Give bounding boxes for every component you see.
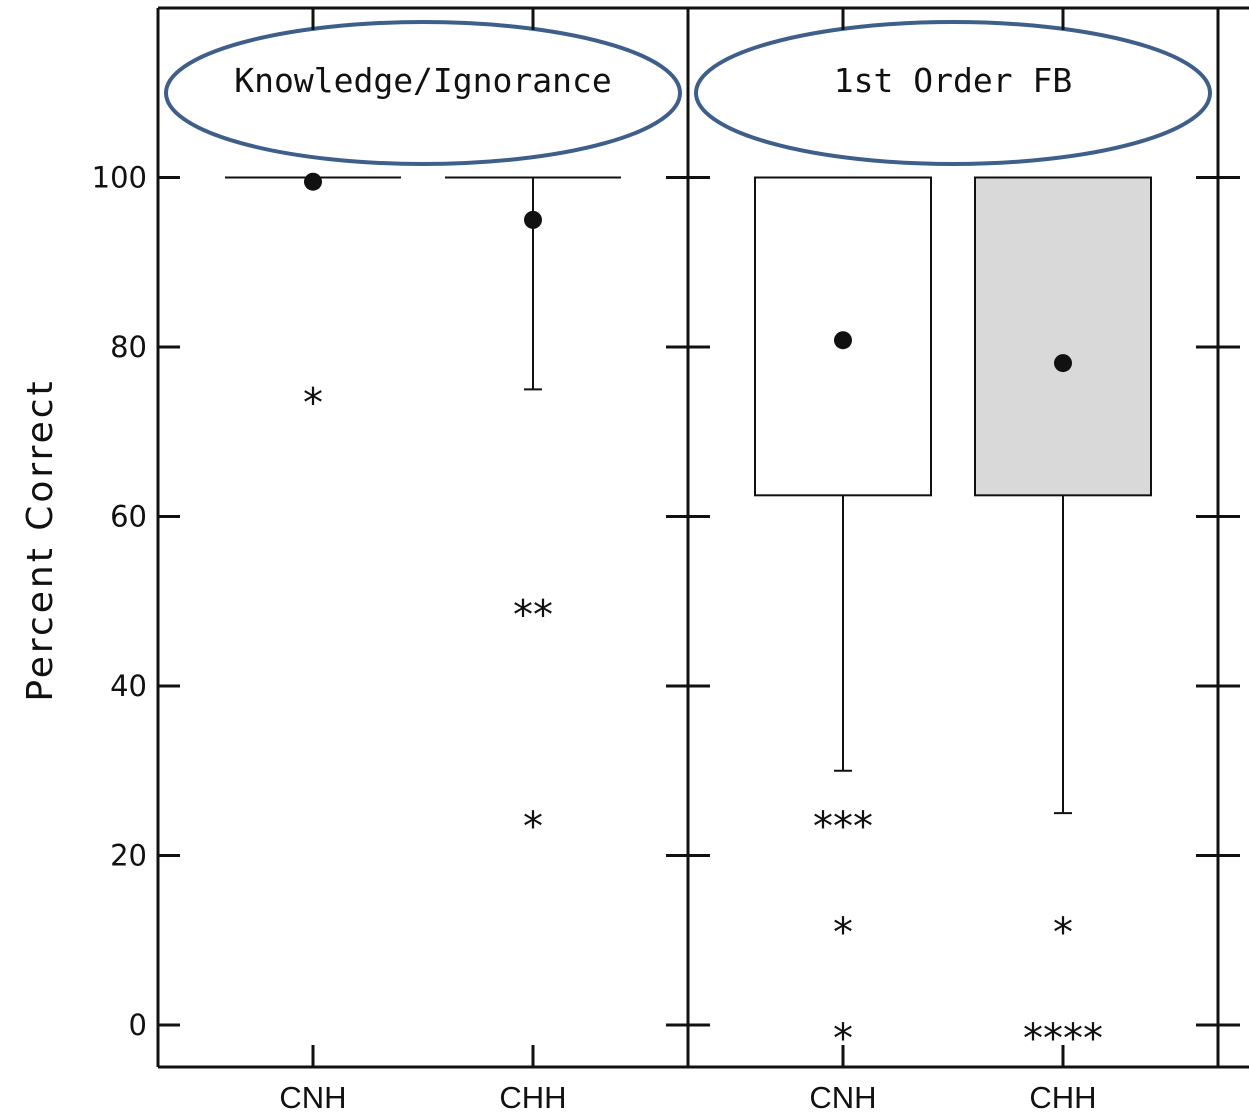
y-tick-label: 60 xyxy=(110,500,147,534)
panel-title-ellipse xyxy=(694,20,1212,166)
plot-area: 020406080100Knowledge/IgnoranceCNH*CHH**… xyxy=(92,6,1249,1113)
mean-marker xyxy=(304,172,322,191)
outlier-marker: * xyxy=(303,380,323,426)
x-category-label: CNH xyxy=(279,1080,346,1113)
outlier-marker: *** xyxy=(813,804,873,850)
mean-marker xyxy=(524,210,542,229)
mean-marker xyxy=(834,331,852,350)
x-category-label: CHH xyxy=(499,1080,566,1113)
y-tick-label: 20 xyxy=(110,839,147,873)
outlier-marker: ** xyxy=(513,592,553,638)
outlier-marker: **** xyxy=(1023,1016,1103,1062)
y-tick-label: 40 xyxy=(110,669,147,703)
y-tick-label: 100 xyxy=(92,161,147,195)
y-tick-label: 80 xyxy=(110,330,147,364)
box-iqr xyxy=(974,176,1152,497)
panel-title: Knowledge/Ignorance xyxy=(234,61,612,100)
outlier-marker: * xyxy=(833,1016,853,1062)
panel-title-ellipse xyxy=(164,20,682,166)
outlier-marker: * xyxy=(523,804,543,850)
panel-title: 1st Order FB xyxy=(834,61,1072,100)
outlier-marker: * xyxy=(833,910,853,956)
y-tick-label: 0 xyxy=(129,1008,147,1042)
outlier-marker: * xyxy=(1053,910,1073,956)
mean-marker xyxy=(1054,354,1072,373)
x-category-label: CNH xyxy=(809,1080,876,1113)
x-category-label: CHH xyxy=(1029,1080,1096,1113)
y-axis-label: Percent Correct xyxy=(20,378,61,701)
